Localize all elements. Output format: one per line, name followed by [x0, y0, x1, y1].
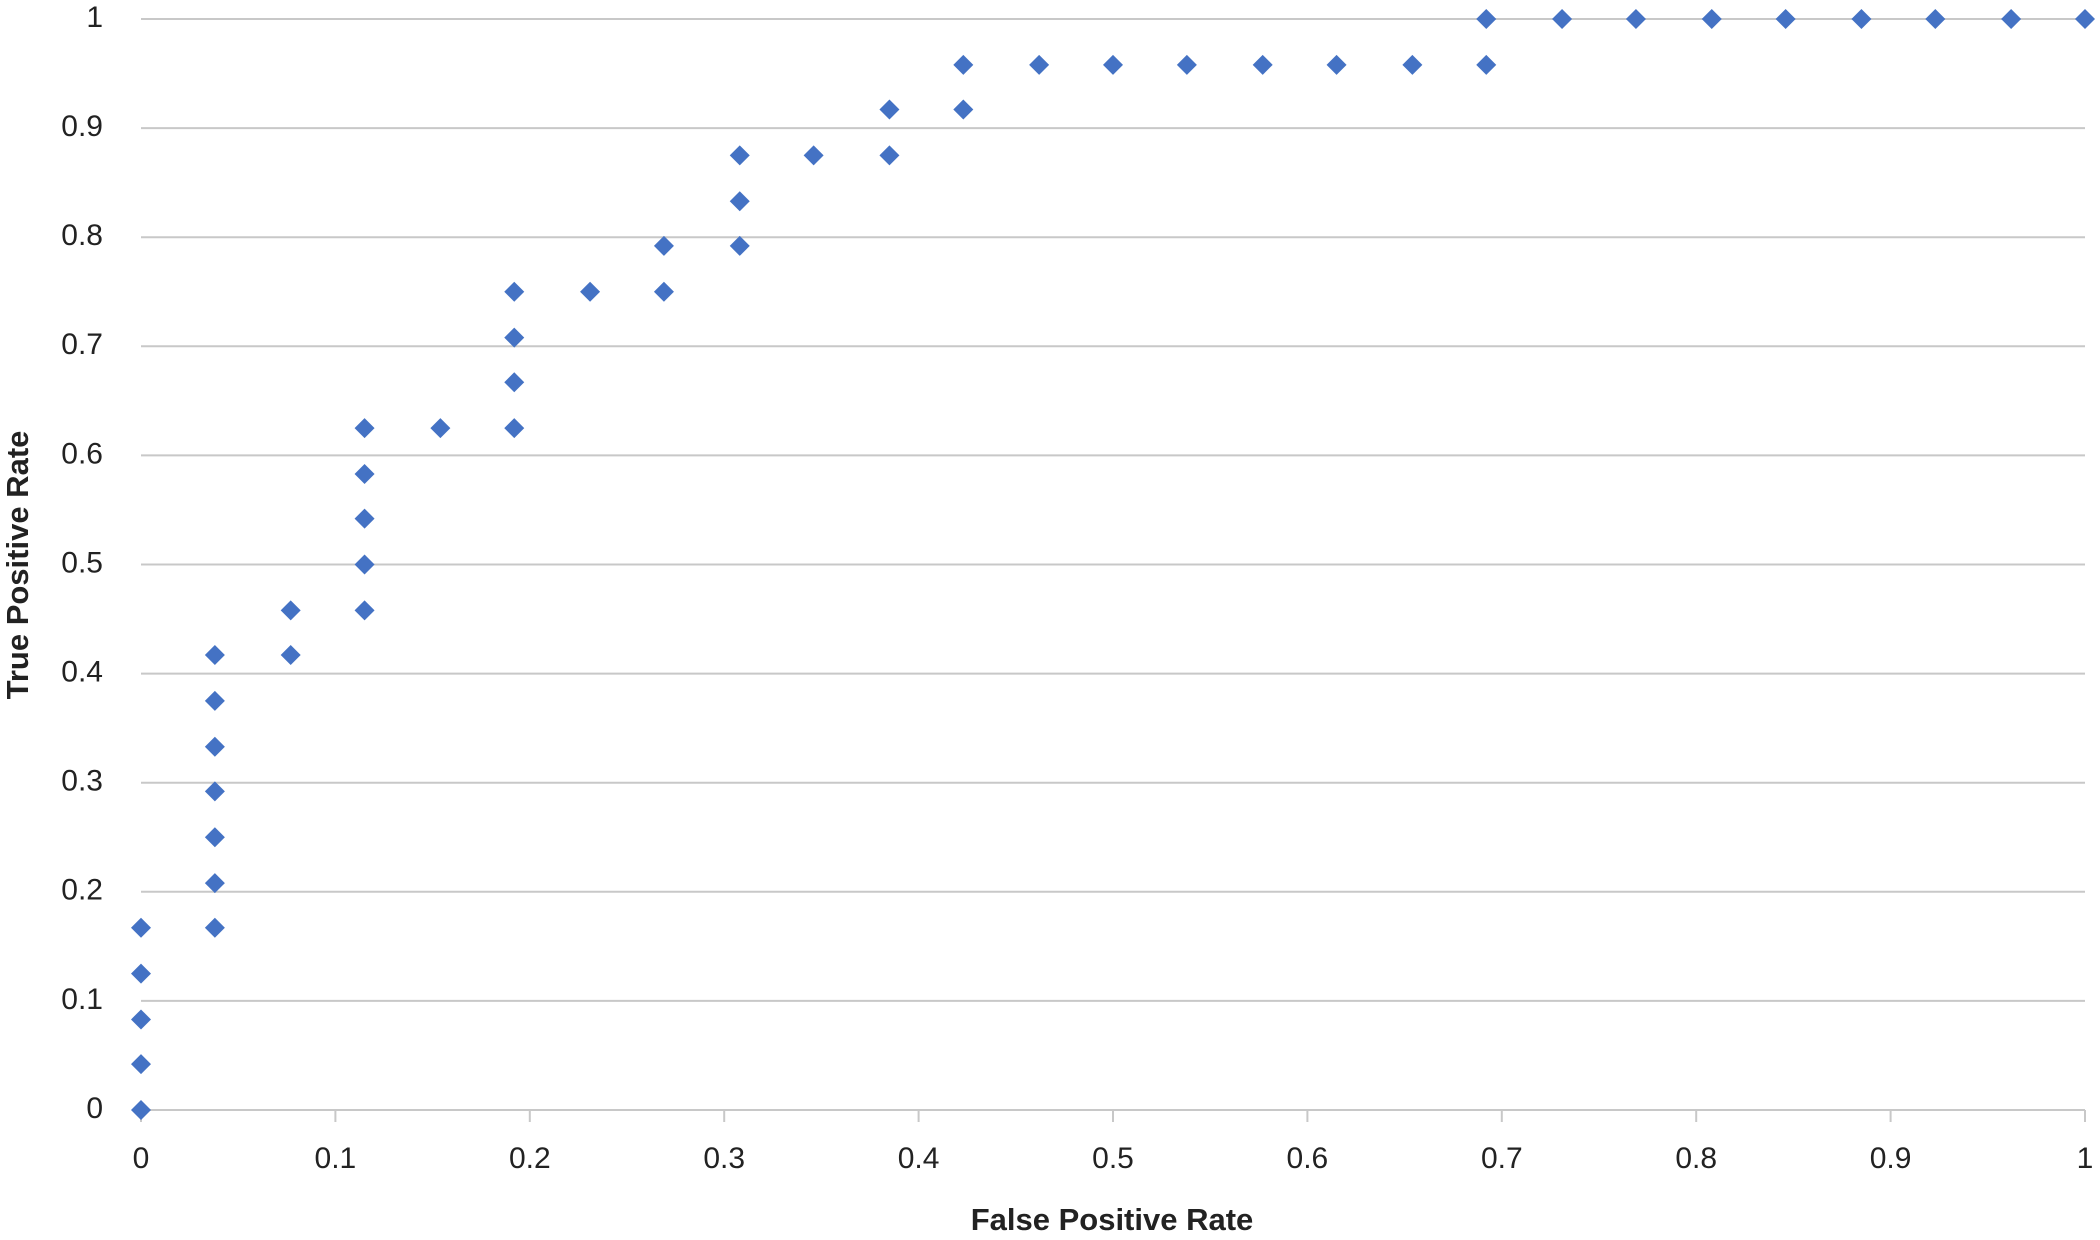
y-tick-label: 0.1: [61, 983, 103, 1016]
point: [131, 917, 151, 938]
point: [1176, 54, 1197, 75]
point: [1552, 9, 1573, 29]
point: [803, 145, 824, 166]
x-tick-label: 0: [133, 1142, 150, 1175]
y-tick-label: 0.7: [61, 328, 103, 361]
x-tick-label: 1: [2077, 1142, 2094, 1175]
point: [354, 554, 375, 575]
x-tick-label: 0.7: [1481, 1142, 1523, 1175]
y-tick-label: 0.5: [61, 546, 103, 579]
point: [354, 418, 375, 439]
point: [204, 873, 225, 894]
point: [1851, 9, 1872, 29]
point: [204, 917, 225, 938]
point: [131, 963, 151, 984]
point: [280, 600, 301, 621]
x-tick-label: 0.9: [1870, 1142, 1912, 1175]
point: [131, 1009, 151, 1030]
point: [1252, 54, 1273, 75]
point: [2001, 9, 2022, 29]
y-tick-label: 0.9: [61, 110, 103, 143]
point: [580, 281, 601, 302]
point: [1925, 9, 1946, 29]
point: [354, 600, 375, 621]
point: [204, 736, 225, 757]
point: [1701, 9, 1722, 29]
x-tick-label: 0.4: [898, 1142, 940, 1175]
point: [1402, 54, 1423, 75]
point: [280, 645, 301, 666]
point: [504, 372, 525, 393]
point: [1775, 9, 1796, 29]
x-tick-label: 0.6: [1287, 1142, 1329, 1175]
point: [131, 1054, 151, 1075]
x-tick-label: 0.8: [1675, 1142, 1717, 1175]
y-tick-label: 0.2: [61, 874, 103, 907]
point: [1476, 9, 1497, 29]
point: [1326, 54, 1347, 75]
y-tick-label: 0.4: [61, 656, 103, 689]
point: [2075, 9, 2095, 29]
point: [504, 418, 525, 439]
y-tick-label: 0: [86, 1092, 103, 1125]
point: [204, 781, 225, 802]
point: [354, 463, 375, 484]
x-tick-label: 0.3: [703, 1142, 745, 1175]
point: [653, 235, 674, 256]
x-tick-label: 0.2: [509, 1142, 551, 1175]
point: [653, 281, 674, 302]
point: [1476, 54, 1497, 75]
y-axis-title: True Positive Rate: [0, 431, 35, 700]
x-tick-label: 0.5: [1092, 1142, 1134, 1175]
point: [504, 281, 525, 302]
point: [131, 1100, 151, 1120]
point: [879, 145, 900, 166]
y-tick-label: 0.3: [61, 765, 103, 798]
y-tick-label: 0.8: [61, 219, 103, 252]
point: [1103, 54, 1123, 75]
point: [1029, 54, 1050, 75]
point: [1625, 9, 1646, 29]
y-tick-label: 0.6: [61, 437, 103, 470]
x-axis-title: False Positive Rate: [971, 1202, 1254, 1237]
point: [204, 827, 225, 848]
point: [729, 145, 750, 166]
point: [204, 645, 225, 666]
y-tick-label: 1: [86, 1, 103, 34]
point: [953, 54, 974, 75]
point: [729, 191, 750, 212]
point: [504, 327, 525, 348]
point: [879, 99, 900, 120]
point: [953, 99, 974, 120]
x-tick-label: 0.1: [315, 1142, 357, 1175]
point: [729, 235, 750, 256]
point: [204, 690, 225, 711]
point: [430, 418, 451, 439]
point: [354, 508, 375, 529]
